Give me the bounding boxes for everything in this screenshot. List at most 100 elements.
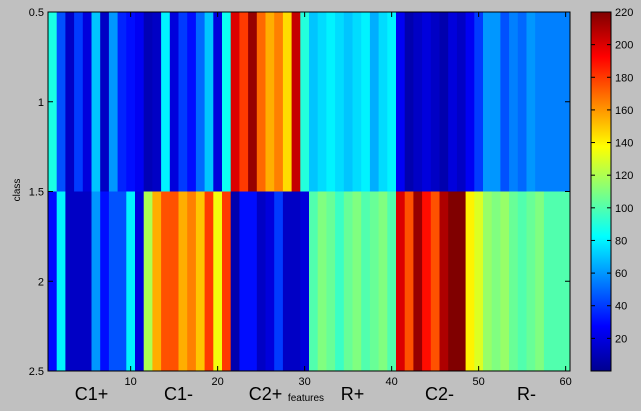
heatmap-cell [300, 191, 310, 371]
heatmap-cell [222, 12, 232, 192]
heatmap-cell [404, 12, 414, 192]
heatmap-cell [169, 12, 179, 192]
heatmap-cell [387, 191, 397, 371]
heatmap-cell [152, 12, 162, 192]
heatmap-cell [291, 12, 301, 192]
heatmap-cell [282, 12, 292, 192]
x-tick-label: 20 [212, 376, 224, 388]
heatmap-cell [74, 191, 84, 371]
heatmap-cell [82, 191, 92, 371]
heatmap-cell [230, 191, 240, 371]
heatmap-cell [509, 12, 519, 192]
heatmap-cell [178, 191, 188, 371]
colorbar-tick-label: 200 [615, 40, 633, 52]
heatmap-cells [48, 12, 571, 371]
heatmap-cell [543, 12, 553, 192]
heatmap-cell [169, 191, 179, 371]
heatmap-cell [178, 12, 188, 192]
heatmap-cell [82, 12, 92, 192]
y-axis-ticks: 0.5 1 1.5 2 2.5 [29, 7, 570, 378]
heatmap-cell [126, 191, 136, 371]
heatmap-cell [369, 12, 379, 192]
colorbar-tick-label: 40 [615, 301, 627, 313]
colorbar [590, 11, 612, 372]
heatmap-cell [74, 12, 84, 192]
heatmap-cell [326, 191, 336, 371]
heatmap-cell [483, 12, 493, 192]
heatmap-cell [152, 191, 162, 371]
colorbar-tick-label: 100 [615, 203, 633, 215]
heatmap-cell [517, 12, 527, 192]
heatmap-cell [204, 12, 214, 192]
heatmap-cell [491, 191, 501, 371]
heatmap-cell [195, 191, 205, 371]
heatmap-cell [230, 12, 240, 192]
heatmap-cell [404, 191, 414, 371]
heatmap-cell [117, 191, 127, 371]
colorbar-tick-label: 20 [615, 333, 627, 345]
heatmap-cell [143, 12, 153, 192]
heatmap-cell [309, 12, 319, 192]
y-tick-label: 0.5 [29, 7, 44, 19]
colorbar-tick-label: 120 [615, 170, 633, 182]
heatmap-cell [430, 12, 440, 192]
feature-group-label: R+ [341, 384, 365, 404]
colorbar-tick-label: 80 [615, 235, 627, 247]
heatmap-cell [187, 191, 197, 371]
y-tick-label: 2 [38, 276, 44, 288]
x-tick-label: 30 [299, 376, 311, 388]
heatmap-cell [491, 12, 501, 192]
heatmap-cell [91, 191, 101, 371]
heatmap-cell [378, 191, 388, 371]
heatmap-cell [343, 12, 353, 192]
heatmap-cell [456, 12, 466, 192]
heatmap-cell [465, 12, 475, 192]
feature-group-label: C1+ [75, 384, 109, 404]
heatmap-cell [474, 191, 484, 371]
heatmap-cell [396, 12, 406, 192]
feature-group-labels: C1+ C1- C2+ R+ C2- R- [75, 384, 536, 404]
heatmap-cell [396, 191, 406, 371]
heatmap-cell [413, 12, 423, 192]
heatmap-cell [552, 12, 562, 192]
y-tick-label: 1.5 [29, 187, 44, 199]
feature-group-label: C1- [164, 384, 193, 404]
heatmap-cell [65, 12, 75, 192]
y-axis-label: class [12, 179, 23, 202]
y-tick-label: 1 [38, 97, 44, 109]
heatmap-cell [517, 191, 527, 371]
heatmap-cell [474, 12, 484, 192]
heatmap-cell [187, 12, 197, 192]
heatmap-cell [317, 12, 327, 192]
colorbar-tick-label: 160 [615, 105, 633, 117]
colorbar-ticks: 20 40 60 80 100 120 140 160 180 200 220 [591, 7, 633, 345]
heatmap-cell [126, 12, 136, 192]
feature-group-label: C2- [425, 384, 454, 404]
heatmap-cell [361, 191, 371, 371]
heatmap-cell [335, 191, 345, 371]
heatmap-cell [291, 191, 301, 371]
heatmap-cell [387, 12, 397, 192]
heatmap-cell [256, 191, 266, 371]
colorbar-tick-label: 60 [615, 268, 627, 280]
heatmap-cell [100, 191, 110, 371]
heatmap-cell [352, 191, 362, 371]
heatmap-cell [422, 191, 432, 371]
heatmap-cell [204, 191, 214, 371]
feature-group-label: R- [517, 384, 536, 404]
heatmap-cell [500, 191, 510, 371]
heatmap-cell [265, 191, 275, 371]
heatmap-cell [100, 12, 110, 192]
heatmap-cell [222, 191, 232, 371]
heatmap-cell [161, 12, 171, 192]
heatmap-cell [439, 12, 449, 192]
x-tick-label: 10 [125, 376, 137, 388]
heatmap-cell [108, 12, 118, 192]
heatmap-cell [352, 12, 362, 192]
heatmap-cell [369, 191, 379, 371]
heatmap-cell [448, 191, 458, 371]
heatmap-cell [430, 191, 440, 371]
heatmap-cell [500, 12, 510, 192]
heatmap-cell [300, 12, 310, 192]
